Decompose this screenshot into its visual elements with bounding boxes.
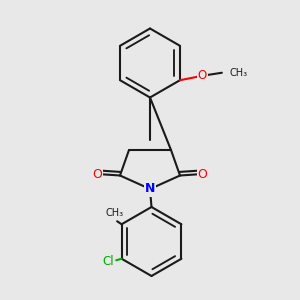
- Text: O: O: [93, 167, 102, 181]
- Text: Cl: Cl: [103, 255, 114, 268]
- Text: CH₃: CH₃: [105, 208, 123, 218]
- Text: CH₃: CH₃: [230, 68, 247, 78]
- Text: N: N: [145, 182, 155, 196]
- Text: O: O: [198, 69, 207, 82]
- Text: O: O: [198, 167, 207, 181]
